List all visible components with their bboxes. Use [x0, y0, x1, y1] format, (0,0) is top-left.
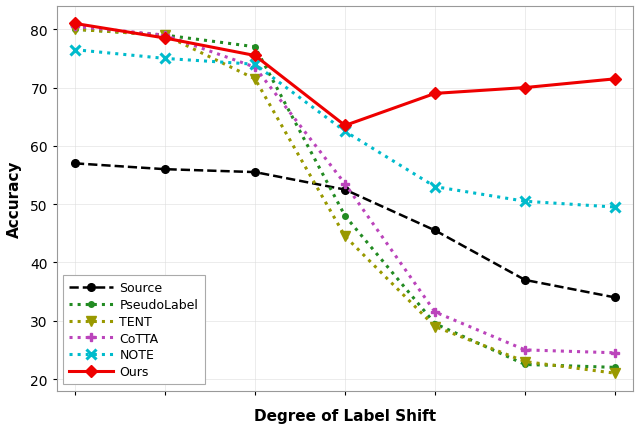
TENT: [611, 371, 619, 376]
Line: CoTTA: CoTTA: [71, 24, 619, 357]
Source: [251, 170, 259, 175]
Line: NOTE: NOTE: [70, 46, 620, 212]
Ours: [521, 86, 529, 91]
Ours: [251, 54, 259, 59]
Ours: [431, 92, 439, 97]
CoTTA: [161, 34, 169, 39]
TENT: [521, 359, 529, 364]
PseudoLabel: (6, 22): (6, 22): [611, 365, 619, 370]
Source: [161, 167, 169, 172]
NOTE: [71, 48, 79, 53]
Source: [431, 228, 439, 233]
PseudoLabel: (5, 22.5): (5, 22.5): [521, 362, 529, 367]
PseudoLabel: (4, 29.5): (4, 29.5): [431, 321, 439, 326]
NOTE: [521, 199, 529, 204]
X-axis label: Degree of Label Shift: Degree of Label Shift: [254, 408, 436, 423]
TENT: [341, 234, 349, 239]
PseudoLabel: (3, 48): (3, 48): [341, 214, 349, 219]
Source: [521, 278, 529, 283]
CoTTA: [71, 25, 79, 30]
NOTE: [251, 62, 259, 68]
NOTE: [161, 57, 169, 62]
Ours: [341, 123, 349, 129]
PseudoLabel: (2, 77): (2, 77): [251, 45, 259, 50]
Legend: Source, PseudoLabel, TENT, CoTTA, NOTE, Ours: Source, PseudoLabel, TENT, CoTTA, NOTE, …: [63, 276, 205, 384]
CoTTA: [341, 182, 349, 187]
TENT: [71, 28, 79, 33]
NOTE: [341, 129, 349, 135]
Line: Ours: Ours: [71, 20, 620, 130]
NOTE: [431, 184, 439, 190]
TENT: [431, 324, 439, 329]
Source: [341, 187, 349, 193]
Line: Source: Source: [71, 160, 619, 301]
TENT: [251, 77, 259, 82]
CoTTA: [251, 65, 259, 71]
NOTE: [611, 205, 619, 210]
Line: TENT: TENT: [70, 25, 620, 378]
Ours: [71, 22, 79, 27]
Source: [71, 161, 79, 166]
Y-axis label: Accuracy: Accuracy: [7, 160, 22, 237]
CoTTA: [521, 347, 529, 353]
Line: PseudoLabel: PseudoLabel: [72, 28, 618, 370]
Source: [611, 295, 619, 300]
PseudoLabel: (0, 80): (0, 80): [71, 28, 79, 33]
CoTTA: [611, 350, 619, 356]
CoTTA: [431, 310, 439, 315]
TENT: [161, 34, 169, 39]
Ours: [161, 37, 169, 42]
Ours: [611, 77, 619, 82]
PseudoLabel: (1, 79): (1, 79): [161, 34, 169, 39]
